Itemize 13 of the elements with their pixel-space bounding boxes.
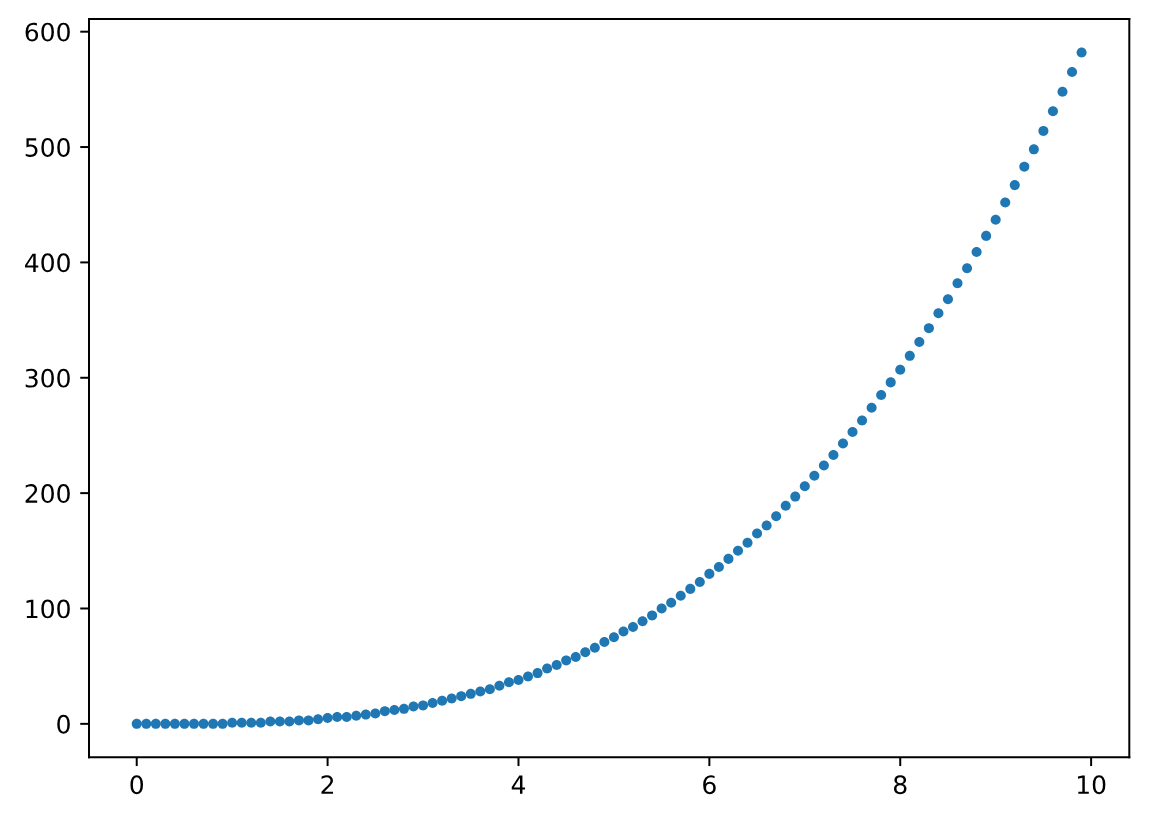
x-tick-label: 4 (511, 775, 526, 794)
y-tick-label: 500 (25, 137, 70, 157)
x-tick-label: 10 (1077, 775, 1106, 795)
y-tick-label: 100 (26, 599, 70, 619)
y-tick-label: 300 (25, 368, 70, 388)
y-tick-label: 200 (25, 484, 70, 503)
x-tick-label: 8 (893, 775, 907, 795)
y-tick-label: 0 (57, 714, 70, 734)
x-tick-label: 6 (703, 775, 716, 795)
x-tick-label: 0 (130, 775, 144, 795)
y-tick-label: 400 (25, 253, 70, 273)
x-tick-label: 2 (321, 775, 334, 794)
y-tick-label: 600 (25, 22, 70, 42)
